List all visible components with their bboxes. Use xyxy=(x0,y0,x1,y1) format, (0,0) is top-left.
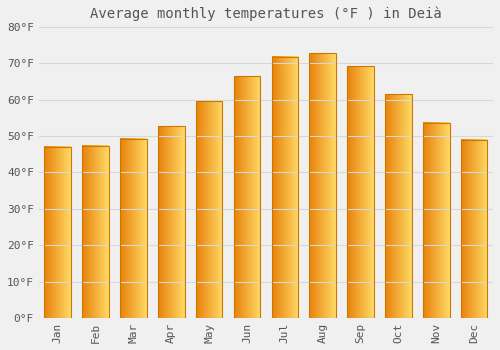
Bar xyxy=(385,94,411,318)
Title: Average monthly temperatures (°F ) in Deià: Average monthly temperatures (°F ) in De… xyxy=(90,7,442,21)
Bar xyxy=(348,66,374,318)
Bar xyxy=(461,140,487,318)
Bar xyxy=(310,53,336,318)
Bar xyxy=(234,76,260,318)
Bar xyxy=(196,102,222,318)
Bar xyxy=(82,146,109,318)
Bar xyxy=(44,147,71,318)
Bar xyxy=(272,57,298,318)
Bar xyxy=(423,123,450,318)
Bar xyxy=(120,139,146,318)
Bar xyxy=(158,126,184,318)
